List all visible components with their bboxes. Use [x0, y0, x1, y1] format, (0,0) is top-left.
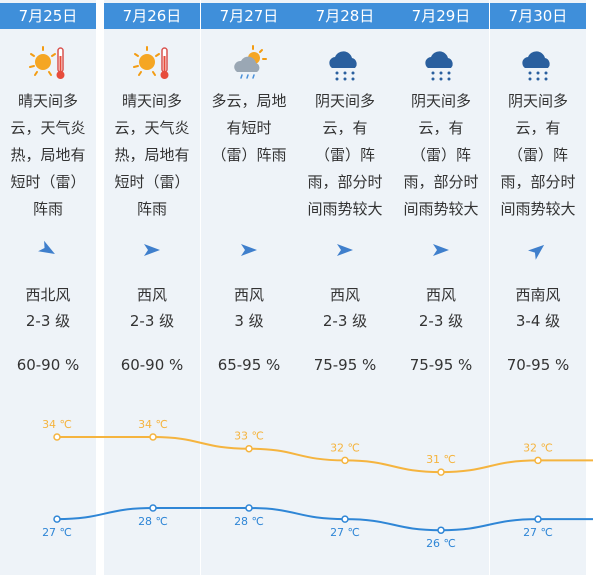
low-temp-point	[437, 526, 445, 534]
wind-level: 3 级	[234, 312, 264, 330]
high-temp-point	[53, 433, 61, 441]
humidity: 60-90 %	[120, 356, 184, 374]
wind-direction: 西风	[233, 286, 264, 304]
high-temp-line	[57, 435, 593, 474]
arrow-southeast-icon	[38, 240, 55, 254]
wind-direction: 西南风	[515, 286, 561, 304]
wind-level: 2-3 级	[129, 312, 175, 330]
low-temp-label: 28 ℃	[138, 515, 168, 528]
weather-description: 多云，局地 有短时 （雷）阵雨	[211, 92, 287, 164]
date-header: 7月25日	[0, 3, 96, 29]
high-temp-label: 31 ℃	[426, 453, 456, 466]
forecast-day-4: 7月28日 阴天间多 云，有 （雷）阵 雨，部分时 间雨势较大 西风 2-3 级 75-…	[297, 0, 393, 575]
wind-direction: 西风	[425, 286, 456, 304]
wind-direction: 西风	[136, 286, 167, 304]
low-temp-point	[534, 515, 542, 523]
arrow-east-icon	[241, 244, 257, 256]
low-temp-label: 27 ℃	[42, 526, 72, 539]
rain-cloud-icon	[522, 51, 550, 81]
humidity: 70-95 %	[506, 356, 570, 374]
high-temp-label: 34 ℃	[42, 418, 72, 431]
weather-description: 阴天间多 云，有 （雷）阵 雨，部分时 间雨势较大	[500, 92, 576, 218]
low-temp-label: 26 ℃	[426, 537, 456, 550]
high-temp-label: 33 ℃	[234, 430, 264, 443]
low-temp-point	[245, 504, 253, 512]
wind-level: 2-3 级	[25, 312, 71, 330]
humidity: 65-95 %	[217, 356, 281, 374]
date-header: 7月27日	[201, 3, 297, 29]
sun-thermometer-icon	[133, 46, 169, 79]
arrow-east-icon	[337, 244, 353, 256]
arrow-east-icon	[144, 244, 160, 256]
sun-thermometer-icon	[29, 46, 65, 79]
humidity: 60-90 %	[16, 356, 80, 374]
high-temp-point	[341, 456, 349, 465]
weather-description: 晴天间多 云，天气炎 热，局地有 短时（雷） 阵雨	[10, 92, 86, 218]
partly-cloudy-rain-icon	[234, 45, 267, 79]
date-header: 7月26日	[104, 3, 200, 29]
low-temp-point	[149, 504, 157, 512]
wind-level: 2-3 级	[418, 312, 464, 330]
weather-description: 阴天间多 云，有 （雷）阵 雨，部分时 间雨势较大	[307, 92, 383, 218]
high-temp-label: 32 ℃	[523, 441, 553, 454]
date-header: 7月29日	[393, 3, 489, 29]
humidity: 75-95 %	[409, 356, 473, 374]
high-temp-point	[437, 468, 445, 476]
arrow-east-icon	[433, 244, 449, 256]
wind-direction: 西风	[329, 286, 360, 304]
arrow-northeast-icon	[528, 244, 545, 260]
forecast-day-3: 7月27日 多云，局地 有短时 （雷）阵雨 西风 3 级 65-95 %	[201, 0, 297, 575]
wind-level: 3-4 级	[515, 312, 561, 330]
date-header: 7月28日	[297, 3, 393, 29]
high-temp-point	[245, 444, 253, 453]
forecast-day-2: 7月26日 晴天间多 云，天气炎 热，局地有 短时（雷） 阵雨 西风 2-3 级 60-…	[104, 0, 200, 575]
wind-level: 2-3 级	[322, 312, 368, 330]
low-temp-label: 27 ℃	[523, 526, 553, 539]
forecast-day-5: 7月29日 阴天间多 云，有 （雷）阵 雨，部分时 间雨势较大 西风 2-3 级 75-…	[393, 0, 489, 575]
high-temp-point	[149, 433, 157, 441]
low-temp-label: 28 ℃	[234, 515, 264, 528]
high-temp-point	[534, 456, 542, 465]
rain-cloud-icon	[329, 51, 357, 81]
high-temp-label: 34 ℃	[138, 418, 168, 431]
rain-cloud-icon	[425, 51, 453, 81]
low-temp-point	[53, 515, 61, 523]
forecast-day-1: 7月25日 晴天间多 云，天气炎 热，局地有 短时（雷） 阵雨 西北风 2-3 级 60…	[0, 0, 96, 575]
weather-description: 晴天间多 云，天气炎 热，局地有 短时（雷） 阵雨	[114, 92, 190, 218]
humidity: 75-95 %	[313, 356, 377, 374]
high-temp-label: 32 ℃	[330, 441, 360, 454]
low-temp-point	[341, 515, 349, 523]
date-header: 7月30日	[490, 3, 586, 29]
low-temp-label: 27 ℃	[330, 526, 360, 539]
forecast-day-6: 7月30日 阴天间多 云，有 （雷）阵 雨，部分时 间雨势较大 西南风 3-4 级 70…	[490, 0, 586, 575]
weather-description: 阴天间多 云，有 （雷）阵 雨，部分时 间雨势较大	[403, 92, 479, 218]
wind-direction: 西北风	[25, 286, 71, 304]
